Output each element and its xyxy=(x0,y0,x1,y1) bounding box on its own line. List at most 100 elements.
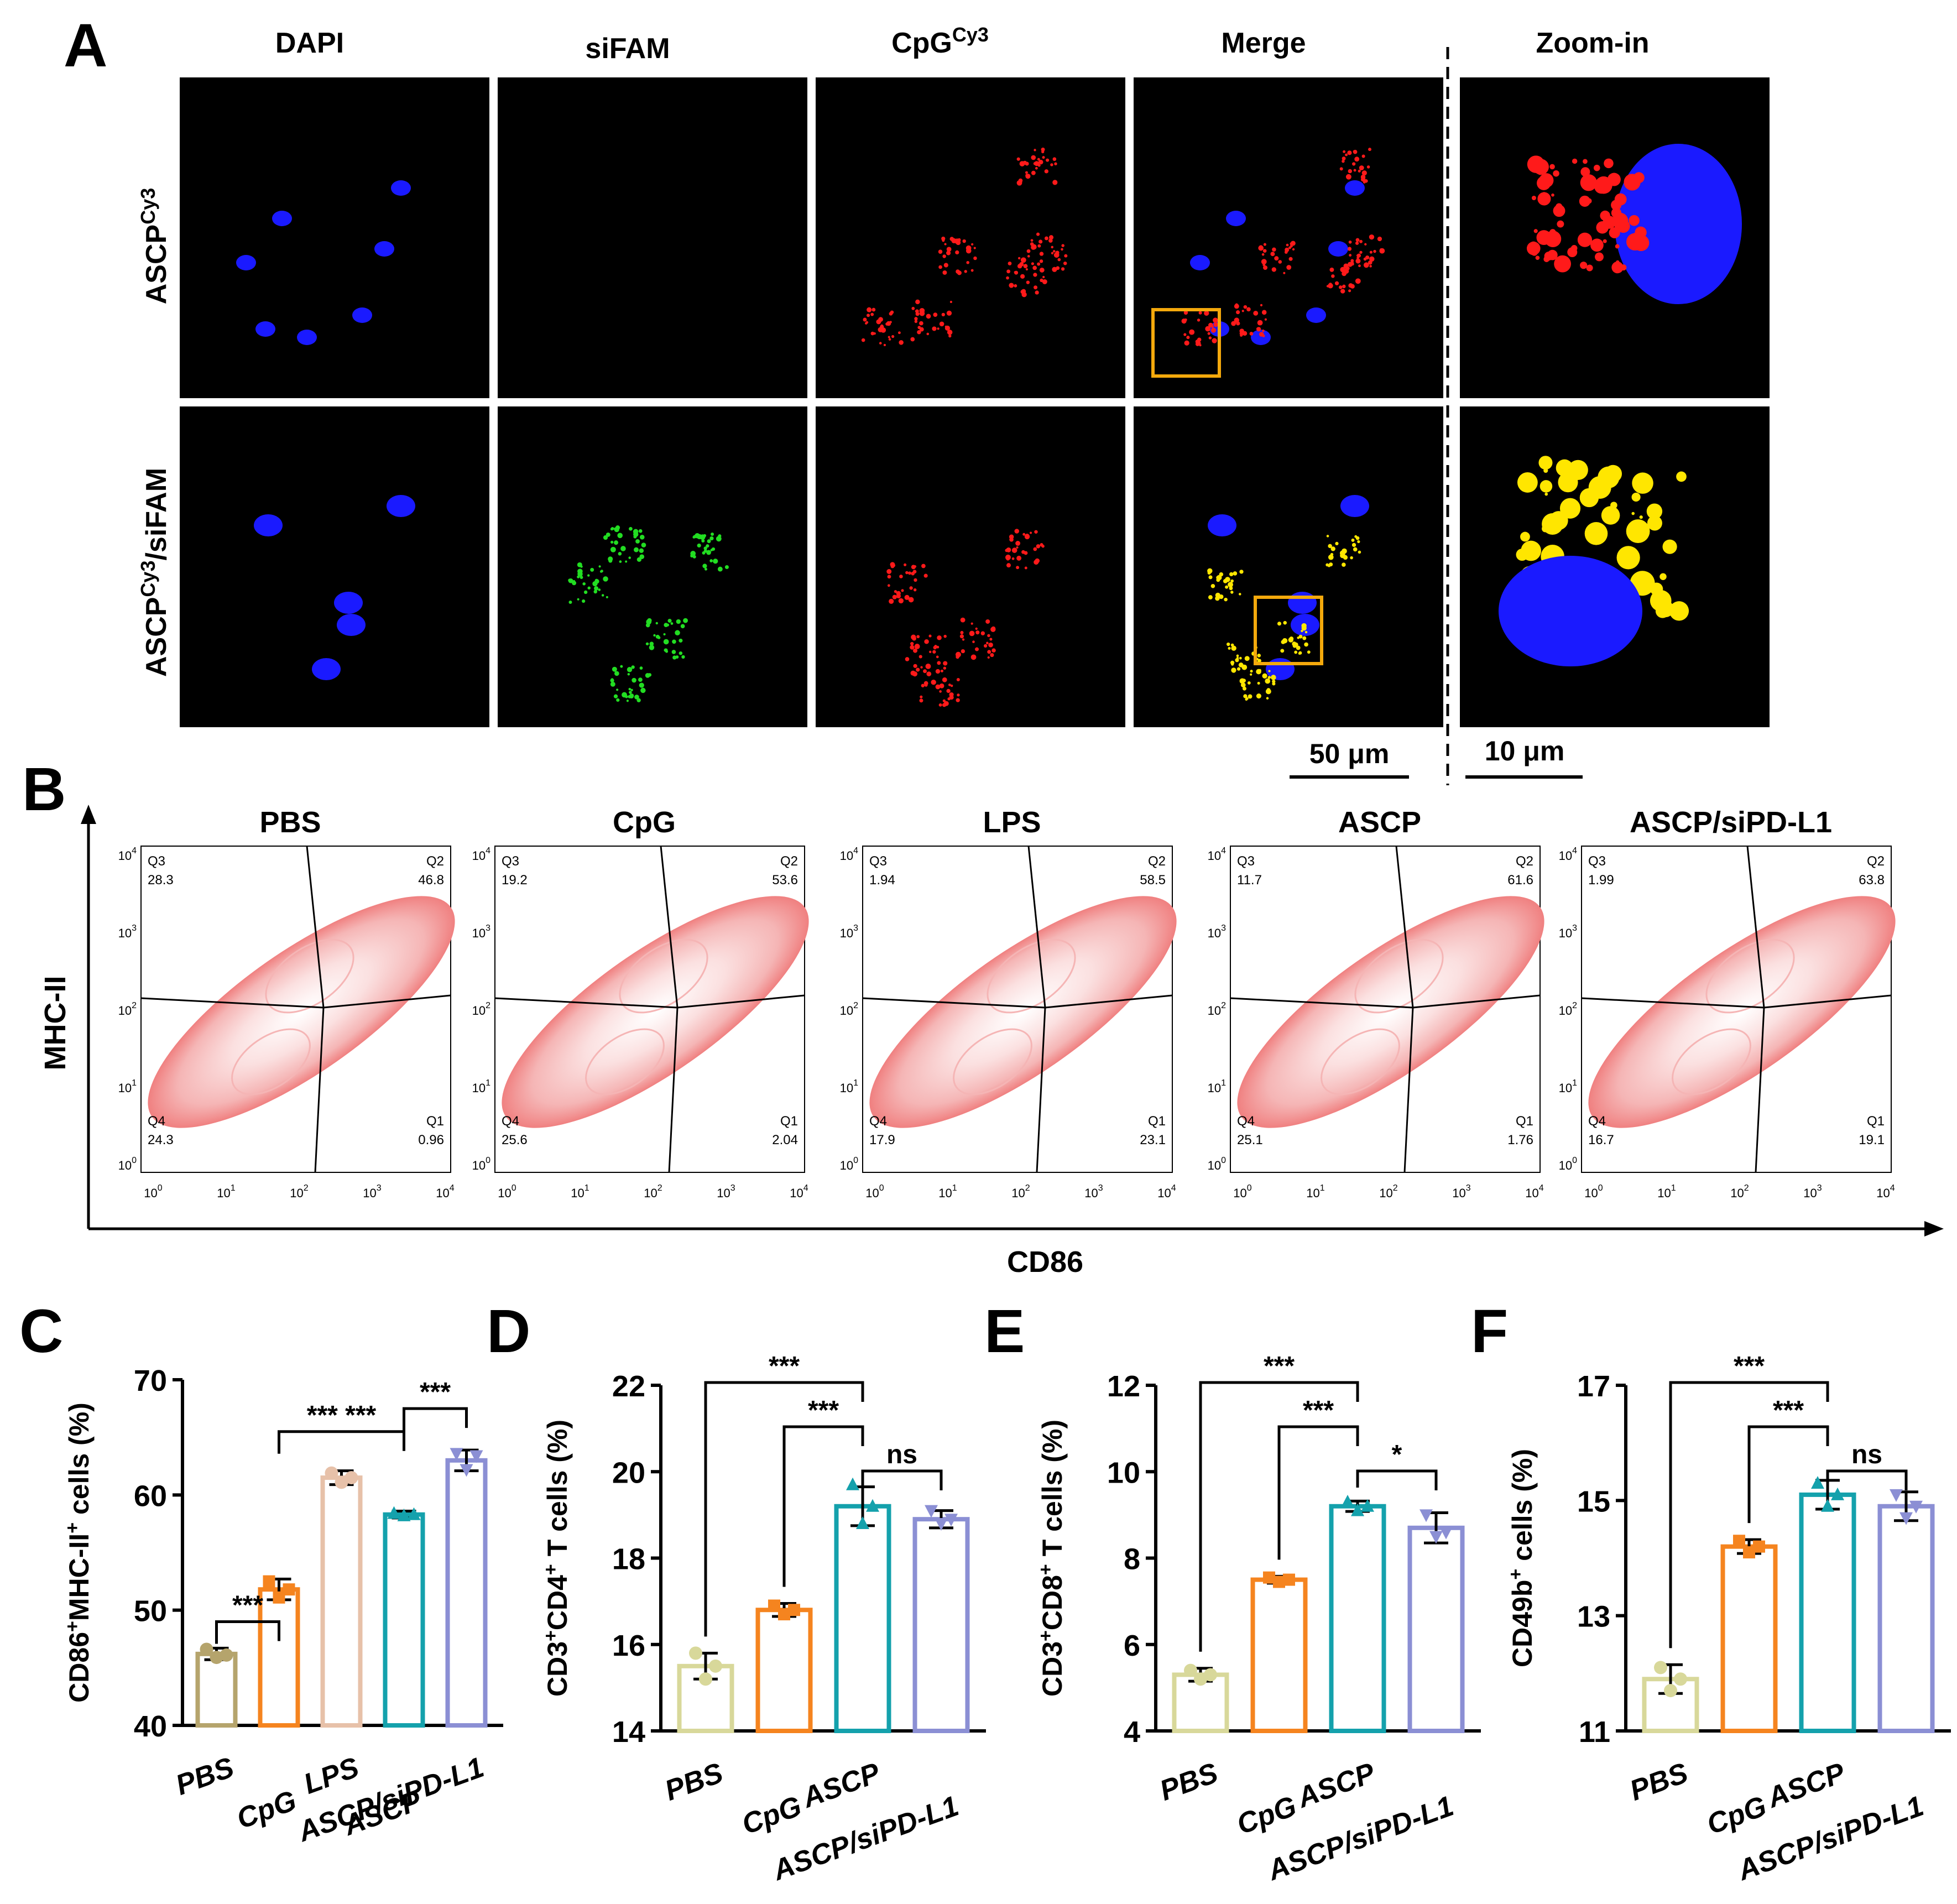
bar xyxy=(834,1504,891,1733)
cy3-spot xyxy=(1580,262,1588,269)
merge-spot xyxy=(1246,307,1251,312)
merge-spot xyxy=(1271,267,1276,272)
nucleus xyxy=(1226,211,1246,226)
data-point xyxy=(1909,1500,1923,1514)
data-point xyxy=(856,1516,869,1529)
merge-spot xyxy=(1280,649,1285,653)
scalebar-label-50: 50 μm xyxy=(1309,738,1390,769)
cy3-spot xyxy=(942,239,945,242)
cy3-spot xyxy=(961,649,966,654)
x-tick-label: 101 xyxy=(1657,1183,1676,1200)
merge-spot xyxy=(1258,245,1264,251)
merge-spot xyxy=(1234,317,1239,323)
merge-spot xyxy=(1363,262,1369,268)
fam-spot xyxy=(717,566,723,572)
cy3-spot xyxy=(1040,543,1043,547)
cy3-spot xyxy=(904,563,907,566)
merge-spot xyxy=(1205,326,1211,332)
data-point xyxy=(846,1477,859,1490)
y-tick-label: 4 xyxy=(1124,1715,1140,1749)
fam-spot xyxy=(610,678,614,683)
micrograph-background xyxy=(1134,406,1443,727)
merge-spot xyxy=(1236,656,1239,660)
cy3-spot xyxy=(1616,260,1620,264)
merge-spot xyxy=(1342,157,1346,161)
merge-spot xyxy=(1353,169,1356,172)
data-point xyxy=(1273,1576,1285,1588)
merge-spot xyxy=(1284,251,1288,254)
bar xyxy=(1407,1525,1465,1733)
row-label-ascp-cy3-sifam: ASCPCy3/siFAM xyxy=(137,468,173,677)
significance-bracket xyxy=(1669,1381,1829,1649)
gate-line xyxy=(1763,994,1892,1009)
cy3-spot xyxy=(870,312,874,316)
cy3-spot xyxy=(1017,257,1021,260)
merge-spot xyxy=(1212,338,1217,343)
cy3-spot xyxy=(1535,255,1540,260)
merge-spot xyxy=(1288,637,1293,643)
y-tick-label: 18 xyxy=(612,1543,645,1576)
merge-spot xyxy=(1353,150,1356,153)
merge-spot xyxy=(1208,575,1213,580)
y-axis-label: CD86+MHC-II+ cells (%) xyxy=(62,1402,95,1703)
merge-spot xyxy=(1340,267,1346,273)
cy3-spot xyxy=(913,588,917,592)
cy3-spot xyxy=(975,627,978,630)
cy3-spot xyxy=(964,270,967,273)
merge-spot xyxy=(1262,673,1267,679)
flow-plot-title: ASCP xyxy=(1338,806,1421,839)
cy3-spot xyxy=(912,648,918,653)
merge-spot xyxy=(1348,169,1353,174)
merge-spot xyxy=(1184,340,1189,346)
cy3-spot xyxy=(1011,547,1017,553)
bar-chart-c: C 40 50 60 70 CD86+MHC-II+ cells (%) PBSCpGLPS… xyxy=(19,1297,503,1849)
cy3-spot xyxy=(1553,170,1559,177)
significance-bracket xyxy=(278,1430,405,1454)
fam-spot xyxy=(583,590,588,594)
y-tick-label: 103 xyxy=(1559,924,1577,940)
merge-spot xyxy=(1352,162,1356,166)
cy3-spot xyxy=(957,654,960,658)
x-tick-label: 101 xyxy=(938,1183,957,1200)
cy3-spot xyxy=(1614,193,1627,206)
cy3-spot xyxy=(1567,247,1578,258)
cy3-spot xyxy=(1016,546,1019,549)
cy3-spot xyxy=(1036,544,1041,549)
merge-spot xyxy=(1290,244,1293,248)
cy3-spot xyxy=(1615,244,1620,249)
merge-spot xyxy=(1328,544,1332,549)
cy3-spot xyxy=(878,317,883,322)
quadrant-value: 61.6 xyxy=(1507,873,1533,888)
cy3-spot xyxy=(888,338,891,341)
cy3-spot xyxy=(944,325,947,328)
merge-spot xyxy=(1229,572,1234,577)
x-tick-label: 102 xyxy=(290,1183,308,1200)
fam-spot xyxy=(649,641,654,646)
merge-spot xyxy=(1183,333,1187,336)
merge-spot xyxy=(1243,305,1248,309)
merge-spot xyxy=(1616,546,1640,570)
merge-spot xyxy=(1379,248,1385,254)
cy3-spot xyxy=(1044,169,1048,174)
micrograph-r1-c4 xyxy=(1134,77,1443,398)
fam-spot xyxy=(582,582,586,586)
merge-spot xyxy=(1559,498,1581,519)
cy3-spot xyxy=(985,619,990,624)
cy3-spot xyxy=(916,635,920,639)
cy3-spot xyxy=(914,644,920,649)
fam-spot xyxy=(594,586,599,591)
data-point xyxy=(200,1642,213,1656)
gate-line xyxy=(1581,997,1765,1009)
quadrant-name: Q4 xyxy=(148,1114,165,1129)
quadrant-name: Q2 xyxy=(1867,854,1885,869)
data-point xyxy=(1821,1499,1834,1512)
cy3-spot xyxy=(915,319,917,322)
y-tick-label: 60 xyxy=(134,1479,167,1512)
merge-spot xyxy=(1369,256,1375,262)
y-tick-label: 11 xyxy=(1579,1715,1610,1749)
cy3-spot xyxy=(935,684,941,690)
quadrant-value: 25.6 xyxy=(502,1133,528,1147)
y-tick-label: 12 xyxy=(1107,1370,1140,1403)
merge-spot xyxy=(1239,678,1245,684)
merge-spot xyxy=(1350,259,1354,263)
